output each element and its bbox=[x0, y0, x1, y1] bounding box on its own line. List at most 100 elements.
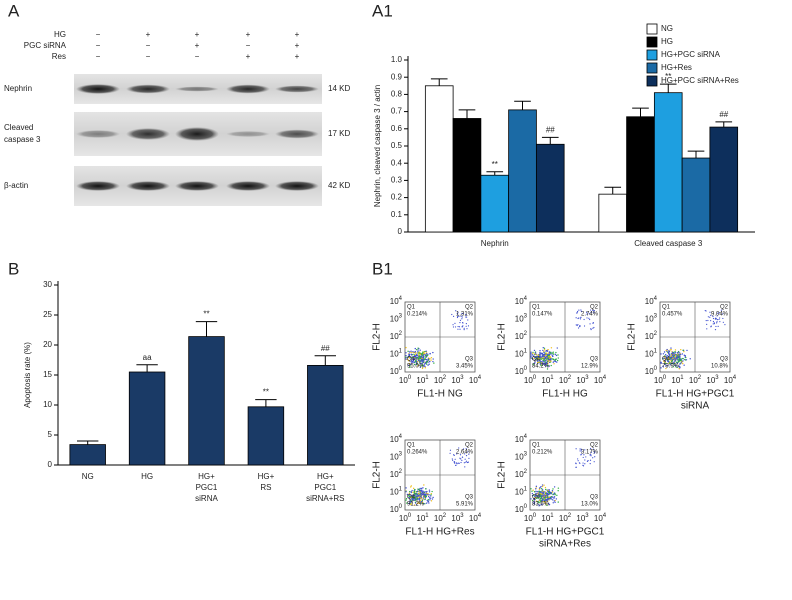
tick-base: 10 bbox=[469, 376, 478, 385]
event-dot bbox=[553, 363, 555, 365]
event-dot bbox=[539, 355, 541, 357]
event-dot bbox=[419, 499, 422, 502]
event-dot bbox=[468, 457, 470, 460]
quadrant-name: Q3 bbox=[465, 495, 474, 501]
tick-base: 10 bbox=[390, 470, 399, 479]
y-axis-label: Nephrin, cleaved caspase 3 / actin bbox=[373, 85, 382, 207]
x-tick-label: siRNA+RS bbox=[306, 494, 344, 503]
y-tick-label: 10 bbox=[43, 400, 52, 409]
event-dot bbox=[550, 347, 553, 349]
event-dot bbox=[542, 349, 544, 352]
event-dot bbox=[674, 350, 676, 353]
tick-base: 10 bbox=[515, 350, 524, 359]
event-dot bbox=[543, 491, 545, 493]
significance-label: aa bbox=[143, 353, 152, 362]
event-dot bbox=[542, 355, 544, 357]
event-dot bbox=[678, 352, 681, 354]
event-dot bbox=[683, 350, 685, 353]
event-dot bbox=[408, 362, 411, 365]
y-tick-label: 104 bbox=[515, 296, 528, 307]
blot-band bbox=[175, 86, 219, 92]
bar bbox=[307, 364, 344, 466]
event-dot bbox=[545, 503, 547, 505]
event-dot bbox=[590, 328, 592, 331]
x-tick-label: 101 bbox=[541, 375, 554, 386]
event-dot bbox=[416, 495, 419, 497]
event-dot bbox=[417, 351, 419, 353]
event-dot bbox=[548, 503, 551, 506]
tick-base: 10 bbox=[451, 376, 460, 385]
event-dot bbox=[533, 494, 535, 496]
event-dot bbox=[684, 355, 686, 357]
tick-exp: 1 bbox=[550, 513, 554, 519]
event-dot bbox=[537, 354, 540, 356]
event-dot bbox=[580, 454, 582, 456]
event-dot bbox=[467, 461, 469, 463]
event-dot bbox=[667, 355, 670, 358]
event-dot bbox=[550, 498, 553, 500]
event-dot bbox=[413, 504, 416, 506]
bar bbox=[709, 126, 739, 233]
tick-exp: 1 bbox=[550, 375, 554, 381]
y-tick-label: 25 bbox=[43, 310, 52, 319]
event-dot bbox=[538, 490, 540, 493]
event-dot bbox=[710, 325, 712, 327]
event-dot bbox=[546, 368, 549, 370]
event-dot bbox=[540, 358, 542, 361]
event-dot bbox=[543, 484, 545, 486]
event-dot bbox=[452, 315, 455, 317]
event-dot bbox=[462, 312, 464, 315]
event-dot bbox=[667, 352, 670, 355]
tick-base: 10 bbox=[434, 514, 443, 523]
event-dot bbox=[457, 325, 459, 328]
event-dot bbox=[412, 361, 414, 364]
event-dot bbox=[459, 319, 462, 321]
event-dot bbox=[429, 497, 432, 499]
legend-swatch bbox=[646, 23, 658, 35]
event-dot bbox=[548, 490, 551, 493]
panel-letter: A1 bbox=[372, 1, 393, 20]
x-tick-label: 102 bbox=[689, 375, 702, 386]
tick-exp: 0 bbox=[533, 513, 537, 519]
event-dot bbox=[414, 354, 416, 357]
event-dot bbox=[419, 349, 421, 351]
event-dot bbox=[540, 357, 542, 359]
event-dot bbox=[580, 310, 583, 312]
event-dot bbox=[664, 360, 666, 362]
quadrant-name: Q3 bbox=[465, 357, 474, 363]
band-label: β-actin bbox=[4, 181, 28, 190]
event-dot bbox=[539, 491, 542, 493]
event-dot bbox=[451, 458, 453, 460]
event-dot bbox=[432, 496, 434, 499]
x-tick-label: 101 bbox=[671, 375, 684, 386]
event-dot bbox=[418, 352, 420, 354]
event-dot bbox=[416, 362, 418, 364]
event-dot bbox=[710, 314, 712, 316]
y-tick-label: 103 bbox=[390, 451, 403, 462]
event-dot bbox=[579, 448, 581, 450]
event-dot bbox=[468, 453, 470, 455]
tick-exp: 0 bbox=[663, 375, 667, 381]
event-dot bbox=[419, 366, 422, 368]
event-dot bbox=[680, 359, 682, 361]
condition-sign: − bbox=[195, 52, 200, 61]
x-tick-label: 103 bbox=[451, 513, 464, 524]
tick-base: 10 bbox=[416, 514, 425, 523]
quadrant-value: 13.0% bbox=[581, 502, 599, 508]
event-dot bbox=[555, 498, 558, 500]
event-dot bbox=[541, 489, 544, 491]
event-dot bbox=[465, 313, 467, 316]
event-dot bbox=[406, 358, 408, 361]
event-dot bbox=[413, 353, 415, 356]
event-dot bbox=[414, 502, 417, 504]
y-tick-label: 20 bbox=[43, 340, 52, 349]
event-dot bbox=[678, 360, 680, 362]
tick-base: 10 bbox=[390, 505, 399, 514]
event-dot bbox=[412, 491, 414, 494]
significance-label: ** bbox=[665, 72, 671, 81]
quadrant-name: Q1 bbox=[407, 443, 416, 449]
event-dot bbox=[670, 359, 672, 362]
y-tick-label: 0.6 bbox=[391, 124, 403, 133]
event-dot bbox=[543, 357, 545, 359]
quadrant-value: 2.74% bbox=[581, 312, 599, 318]
